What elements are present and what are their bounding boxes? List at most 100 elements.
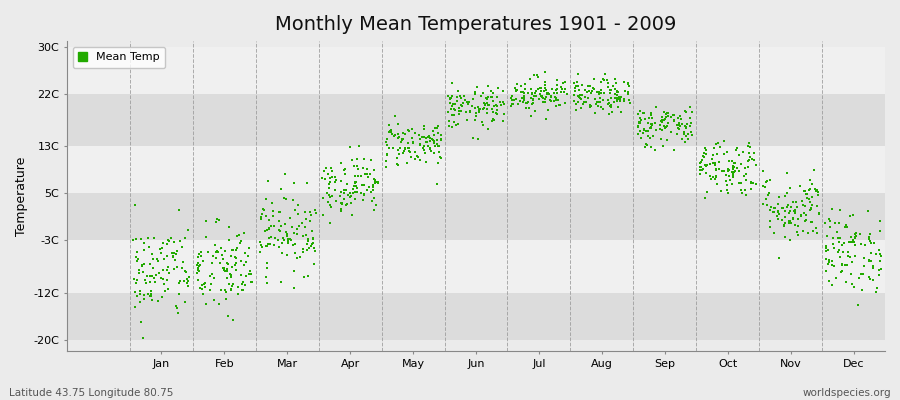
- Point: [519, 99, 534, 106]
- Point: [598, 71, 612, 77]
- Point: [654, 136, 669, 142]
- Point: [497, 110, 511, 117]
- Point: [721, 165, 735, 172]
- Point: [693, 167, 707, 173]
- Point: [194, 253, 208, 259]
- Point: [516, 89, 530, 95]
- Point: [729, 147, 743, 154]
- Point: [295, 233, 310, 240]
- Point: [288, 249, 302, 256]
- Point: [586, 84, 600, 91]
- Point: [458, 97, 473, 104]
- Point: [572, 92, 587, 98]
- Point: [287, 230, 302, 236]
- Point: [290, 226, 304, 232]
- Point: [328, 178, 342, 185]
- Point: [719, 182, 733, 188]
- Point: [873, 218, 887, 225]
- Point: [524, 95, 538, 102]
- Point: [267, 235, 282, 241]
- Point: [278, 171, 293, 178]
- Point: [278, 221, 293, 227]
- Point: [848, 241, 862, 248]
- Point: [749, 162, 763, 168]
- Point: [481, 83, 495, 90]
- Point: [413, 136, 428, 142]
- Point: [742, 140, 756, 146]
- Point: [508, 96, 523, 103]
- Point: [323, 204, 338, 210]
- Point: [256, 206, 271, 212]
- Point: [803, 177, 817, 184]
- Point: [387, 133, 401, 139]
- Point: [128, 289, 142, 295]
- Point: [644, 121, 659, 127]
- Point: [734, 180, 749, 186]
- Point: [305, 228, 320, 235]
- Point: [224, 285, 238, 292]
- Point: [655, 143, 670, 150]
- Point: [788, 208, 802, 214]
- Point: [657, 108, 671, 115]
- Point: [505, 101, 519, 108]
- Point: [332, 193, 347, 199]
- Point: [380, 152, 394, 158]
- Point: [194, 282, 209, 288]
- Point: [679, 109, 693, 115]
- Point: [169, 248, 184, 254]
- Point: [218, 287, 232, 293]
- Point: [191, 277, 205, 283]
- Point: [796, 210, 811, 216]
- Point: [853, 230, 868, 237]
- Point: [670, 131, 684, 138]
- Point: [509, 86, 524, 93]
- Point: [661, 120, 675, 126]
- Point: [850, 302, 865, 308]
- Point: [515, 95, 529, 102]
- Point: [259, 212, 274, 219]
- Point: [190, 270, 204, 276]
- Point: [874, 252, 888, 259]
- Point: [778, 213, 793, 220]
- Point: [556, 89, 571, 95]
- Point: [480, 100, 494, 106]
- Point: [365, 186, 380, 193]
- Point: [468, 117, 482, 124]
- Point: [644, 122, 659, 128]
- Point: [767, 209, 781, 215]
- Point: [167, 257, 182, 263]
- Point: [160, 253, 175, 260]
- Point: [235, 280, 249, 287]
- Point: [631, 123, 645, 130]
- Point: [684, 120, 698, 126]
- Point: [238, 282, 252, 288]
- Point: [167, 250, 182, 257]
- Point: [658, 116, 672, 122]
- Point: [221, 281, 236, 287]
- Point: [430, 140, 445, 147]
- Point: [776, 204, 790, 211]
- Point: [584, 90, 598, 96]
- Point: [450, 94, 464, 100]
- Point: [199, 300, 213, 307]
- Point: [526, 96, 540, 102]
- Point: [398, 146, 412, 152]
- Point: [383, 127, 398, 133]
- Point: [477, 100, 491, 107]
- Point: [508, 84, 522, 91]
- Point: [513, 98, 527, 104]
- Point: [384, 129, 399, 136]
- Point: [638, 144, 652, 150]
- Point: [714, 188, 728, 194]
- Point: [418, 150, 432, 156]
- Point: [678, 122, 692, 129]
- Point: [596, 76, 610, 82]
- Point: [747, 150, 761, 156]
- Point: [390, 161, 404, 167]
- Point: [388, 132, 402, 139]
- Text: Latitude 43.75 Longitude 80.75: Latitude 43.75 Longitude 80.75: [9, 388, 174, 398]
- Point: [575, 82, 590, 88]
- Point: [427, 140, 441, 146]
- Point: [292, 223, 306, 230]
- Point: [469, 113, 483, 120]
